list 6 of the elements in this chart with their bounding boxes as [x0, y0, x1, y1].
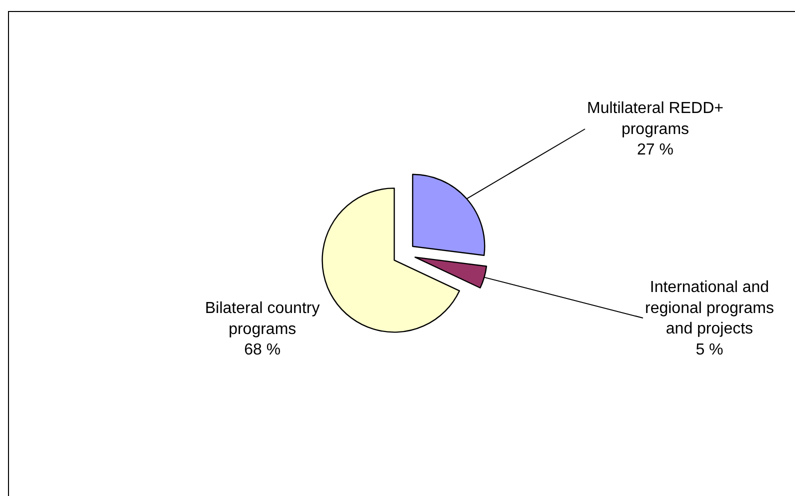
slice-label: International and regional programs and projects	[645, 279, 774, 338]
data-label: 68 %	[244, 342, 281, 359]
data-label: 27 %	[637, 142, 674, 159]
slice-label: Bilateral country programs	[205, 300, 320, 338]
data-label: 5 %	[696, 341, 724, 358]
slice-label: Multilateral REDD+ programs	[587, 100, 724, 138]
